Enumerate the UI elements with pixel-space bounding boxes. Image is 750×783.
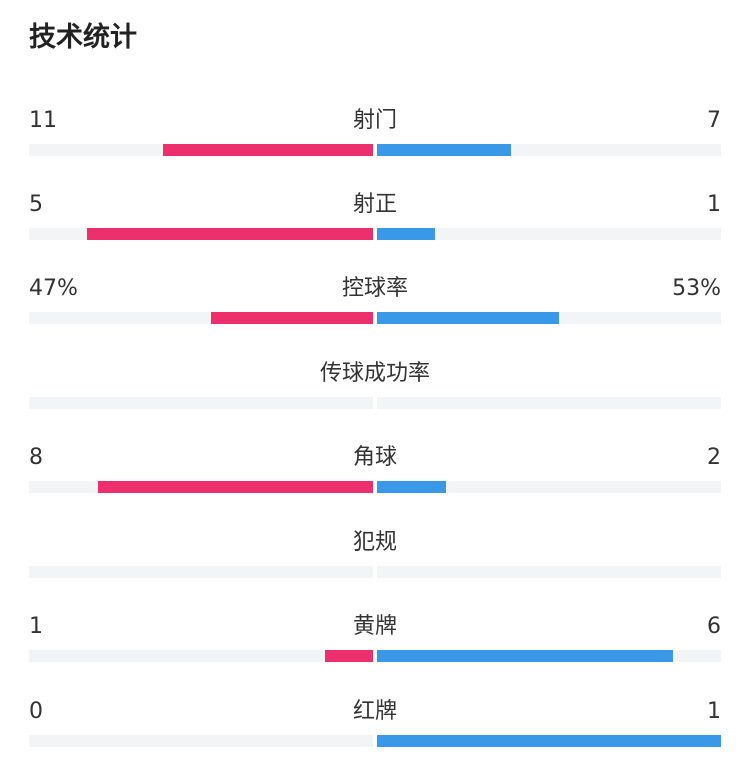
stat-label: 射正: [352, 192, 397, 217]
away-bar-fill: [377, 228, 436, 240]
stat-row-fouls: 犯规: [0, 528, 750, 598]
away-value: 7: [707, 108, 721, 133]
home-bar-fill: [211, 312, 373, 324]
away-value: 2: [707, 445, 721, 470]
away-bar-track: [377, 228, 721, 240]
away-bar-fill: [377, 650, 673, 662]
away-bar-fill: [377, 312, 560, 324]
home-bar-track: [29, 397, 373, 409]
away-bar-track: [377, 312, 721, 324]
away-value: 1: [707, 192, 721, 217]
home-value: 0: [29, 699, 43, 724]
stat-row-shots: 11 射门 7: [0, 106, 750, 176]
stat-row-yellow-cards: 1 黄牌 6: [0, 612, 750, 682]
home-value: 1: [29, 614, 43, 639]
home-value: 47%: [29, 276, 78, 301]
home-bar-track: [29, 312, 373, 324]
stat-label: 射门: [352, 108, 397, 133]
away-value: 1: [707, 699, 721, 724]
stat-row-possession: 47% 控球率 53%: [0, 274, 750, 344]
stat-label: 黄牌: [352, 614, 397, 639]
away-bar-fill: [377, 481, 446, 493]
away-bar-track: [377, 566, 721, 578]
away-bar-track: [377, 481, 721, 493]
home-bar-fill: [324, 650, 373, 662]
home-bar-fill: [163, 144, 373, 156]
home-bar-track: [29, 144, 373, 156]
home-bar-track: [29, 566, 373, 578]
home-bar-track: [29, 481, 373, 493]
home-value: 5: [29, 192, 43, 217]
home-value: 11: [29, 108, 57, 133]
stat-label: 传球成功率: [319, 361, 430, 386]
stat-row-pass-accuracy: 传球成功率: [0, 359, 750, 429]
stat-label: 控球率: [341, 276, 408, 301]
stat-row-corners: 8 角球 2: [0, 443, 750, 513]
stat-label: 犯规: [352, 530, 397, 555]
away-value: 6: [707, 614, 721, 639]
away-bar-track: [377, 735, 721, 747]
away-bar-track: [377, 144, 721, 156]
away-bar-track: [377, 397, 721, 409]
away-bar-track: [377, 650, 721, 662]
away-bar-fill: [377, 735, 721, 747]
home-bar-fill: [87, 228, 373, 240]
home-bar-fill: [97, 481, 373, 493]
away-value: 53%: [672, 276, 721, 301]
page-title: 技术统计: [29, 22, 137, 53]
stat-label: 角球: [352, 445, 397, 470]
stat-label: 红牌: [352, 699, 397, 724]
stat-row-red-cards: 0 红牌 1: [0, 697, 750, 767]
away-bar-fill: [377, 144, 512, 156]
home-value: 8: [29, 445, 43, 470]
stat-row-shots-on-target: 5 射正 1: [0, 190, 750, 260]
home-bar-track: [29, 228, 373, 240]
home-bar-track: [29, 735, 373, 747]
home-bar-track: [29, 650, 373, 662]
